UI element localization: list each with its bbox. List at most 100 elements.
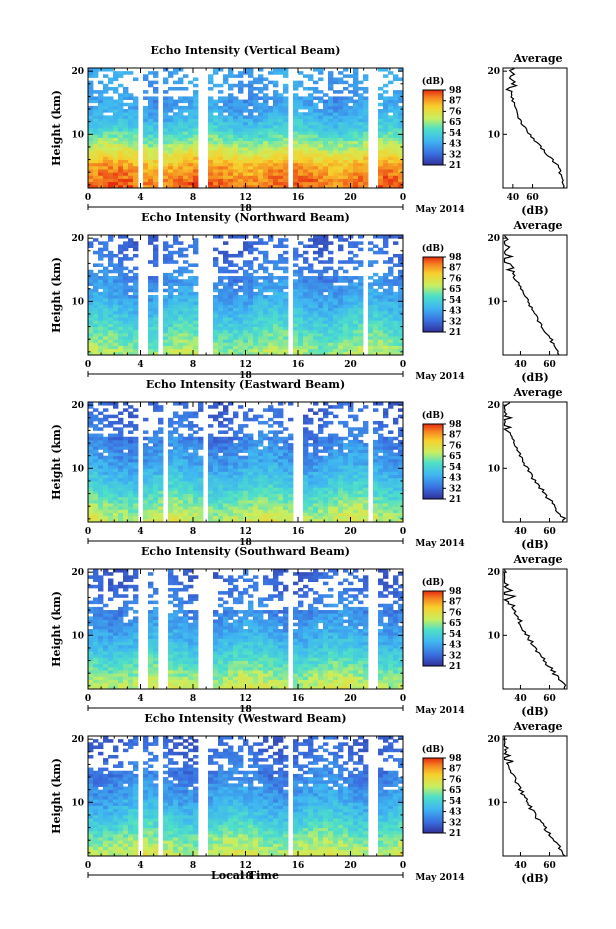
heatmap-cell xyxy=(243,503,249,507)
heatmap-cell xyxy=(343,310,349,315)
heatmap-cell xyxy=(298,181,304,186)
heatmap-cell xyxy=(313,468,319,472)
heatmap-cell xyxy=(148,518,154,523)
heatmap-cell xyxy=(113,471,119,476)
heatmap-cell xyxy=(108,124,114,129)
heatmap-cell xyxy=(358,301,364,305)
heatmap-cell xyxy=(253,313,259,318)
heatmap-cell xyxy=(318,326,324,331)
heatmap-cell xyxy=(293,175,299,179)
heatmap-cell xyxy=(93,310,99,315)
heatmap-cell xyxy=(283,452,289,457)
heatmap-cell xyxy=(263,342,269,346)
heatmap-cell xyxy=(103,484,109,488)
heatmap-cell xyxy=(258,298,264,302)
heatmap-cell xyxy=(393,99,399,104)
heatmap-cell xyxy=(338,172,344,176)
heatmap-cell xyxy=(383,250,389,255)
heatmap-cell xyxy=(313,509,319,513)
heatmap-cell xyxy=(258,455,264,460)
heatmap-cell xyxy=(323,301,329,305)
heatmap-cell xyxy=(113,326,119,331)
heatmap-cell xyxy=(248,93,254,97)
heatmap-cell xyxy=(98,458,104,463)
heatmap-cell xyxy=(263,102,269,107)
heatmap-cell xyxy=(193,480,199,485)
heatmap-cell xyxy=(128,178,134,183)
heatmap-cell xyxy=(303,115,309,119)
heatmap-cell xyxy=(183,134,189,138)
heatmap-cell xyxy=(338,124,344,129)
heatmap-cell xyxy=(303,487,309,491)
heatmap-cell xyxy=(213,282,219,286)
heatmap-cell xyxy=(143,109,149,113)
heatmap-cell xyxy=(243,83,249,88)
heatmap-cell xyxy=(308,172,314,176)
heatmap-cell xyxy=(248,465,254,469)
heatmap-cell xyxy=(108,257,114,261)
heatmap-cell xyxy=(223,342,229,346)
heatmap-cell xyxy=(168,128,174,132)
heatmap-cell xyxy=(378,291,384,296)
heatmap-cell xyxy=(293,342,299,346)
heatmap-cell xyxy=(303,430,309,434)
heatmap-cell xyxy=(238,405,244,409)
heatmap-cell xyxy=(248,244,254,249)
heatmap-cell xyxy=(193,477,199,482)
heatmap-cell xyxy=(368,317,374,321)
heatmap-cell xyxy=(293,128,299,132)
heatmap-cell xyxy=(378,351,384,356)
heatmap-cell xyxy=(113,427,119,431)
heatmap-cell xyxy=(298,140,304,145)
heatmap-cell xyxy=(153,238,159,242)
heatmap-cell xyxy=(348,159,354,164)
heatmap-cell xyxy=(93,506,99,510)
heatmap-cell xyxy=(283,238,289,242)
heatmap-cell xyxy=(263,266,269,271)
heatmap-cell xyxy=(318,121,324,126)
heatmap-cell xyxy=(238,253,244,258)
heatmap-cell xyxy=(213,477,219,482)
heatmap-cell xyxy=(148,131,154,135)
heatmap-cell xyxy=(93,336,99,340)
heatmap-cell xyxy=(128,165,134,170)
heatmap-cell xyxy=(313,285,319,290)
heatmap-cell xyxy=(243,156,249,160)
heatmap-cell xyxy=(268,446,274,450)
heatmap-cell xyxy=(243,329,249,334)
heatmap-cell xyxy=(283,345,289,350)
heatmap-cell xyxy=(278,484,284,488)
heatmap-cell xyxy=(383,313,389,318)
heatmap-cell xyxy=(213,146,219,151)
heatmap-cell xyxy=(273,446,279,450)
heatmap-cell xyxy=(223,405,229,409)
heatmap-cell xyxy=(128,118,134,123)
heatmap-cell xyxy=(268,348,274,353)
heatmap-cell xyxy=(208,436,214,441)
heatmap-cell xyxy=(343,128,349,132)
heatmap-cell xyxy=(133,279,139,283)
heatmap-cell xyxy=(393,178,399,183)
heatmap-cell xyxy=(123,244,129,249)
heatmap-cell xyxy=(103,83,109,88)
heatmap-cell xyxy=(98,298,104,302)
heatmap-cell xyxy=(173,121,179,126)
heatmap-cell xyxy=(243,134,249,138)
heatmap-cell xyxy=(338,169,344,173)
heatmap-cell xyxy=(108,146,114,151)
heatmap-cell xyxy=(338,109,344,113)
heatmap-cell xyxy=(98,487,104,491)
heatmap-cell xyxy=(243,506,249,510)
heatmap-cell xyxy=(208,99,214,104)
heatmap-cell xyxy=(133,282,139,286)
heatmap-cell xyxy=(248,68,254,72)
heatmap-cell xyxy=(273,449,279,453)
heatmap-cell xyxy=(308,162,314,167)
heatmap-cell xyxy=(298,336,304,340)
heatmap-cell xyxy=(103,288,109,293)
heatmap-cell xyxy=(353,118,359,123)
heatmap-cell xyxy=(393,156,399,160)
heatmap-cell xyxy=(378,121,384,126)
heatmap-cell xyxy=(218,175,224,179)
heatmap-cell xyxy=(168,345,174,350)
